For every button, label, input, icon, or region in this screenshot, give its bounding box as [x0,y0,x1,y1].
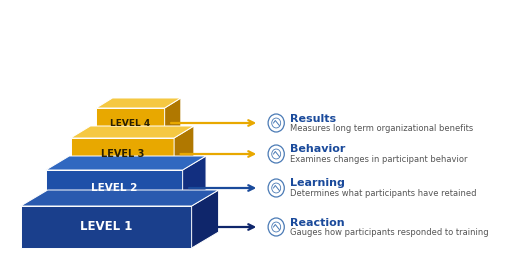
Text: Behavior: Behavior [290,144,345,155]
Text: LEVEL 4: LEVEL 4 [110,118,151,127]
Polygon shape [183,156,206,206]
Text: Examines changes in participant behavior: Examines changes in participant behavior [290,155,467,164]
Polygon shape [46,170,183,206]
Polygon shape [174,126,194,170]
Polygon shape [165,98,181,138]
Text: Reaction: Reaction [290,217,344,228]
Polygon shape [46,156,206,170]
Polygon shape [191,190,219,248]
Text: Learning: Learning [290,179,345,189]
Polygon shape [71,138,174,170]
Polygon shape [20,206,191,248]
Polygon shape [96,108,165,138]
Polygon shape [71,126,194,138]
Text: Determines what participants have retained: Determines what participants have retain… [290,189,476,198]
Polygon shape [20,190,219,206]
Text: Gauges how participants responded to training: Gauges how participants responded to tra… [290,228,488,237]
Polygon shape [96,98,181,108]
Text: LEVEL 2: LEVEL 2 [91,183,137,193]
Text: LEVEL 1: LEVEL 1 [80,221,132,233]
Text: Measures long term organizational benefits: Measures long term organizational benefi… [290,124,473,133]
Text: LEVEL 3: LEVEL 3 [101,149,144,159]
Text: Results: Results [290,114,336,124]
